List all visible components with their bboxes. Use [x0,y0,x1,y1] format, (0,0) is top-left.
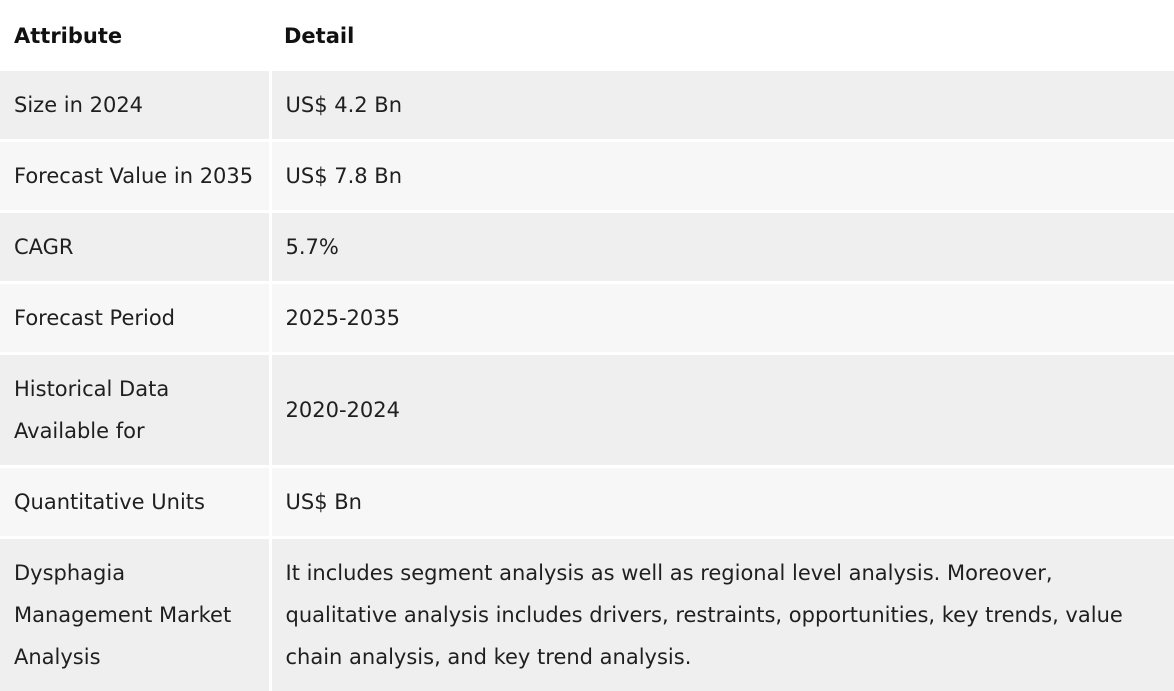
table-row: Quantitative Units US$ Bn [0,467,1174,538]
attribute-cell: Size in 2024 [0,71,270,141]
attribute-cell: Historical Data Available for [0,354,270,467]
attribute-cell: Quantitative Units [0,467,270,538]
attribute-cell: Dysphagia Management Market Analysis [0,538,270,691]
detail-cell: US$ Bn [270,467,1174,538]
table-row: CAGR 5.7% [0,212,1174,283]
table-row: Forecast Value in 2035 US$ 7.8 Bn [0,141,1174,212]
detail-cell: US$ 7.8 Bn [270,141,1174,212]
detail-cell: 5.7% [270,212,1174,283]
header-row: Attribute Detail [0,0,1174,71]
detail-cell: 2025-2035 [270,283,1174,354]
detail-cell: 2020-2024 [270,354,1174,467]
table-row: Forecast Period 2025-2035 [0,283,1174,354]
table-body: Size in 2024 US$ 4.2 Bn Forecast Value i… [0,71,1174,691]
attribute-cell: Forecast Period [0,283,270,354]
header-attribute: Attribute [0,0,270,71]
attribute-cell: CAGR [0,212,270,283]
table-row: Historical Data Available for 2020-2024 [0,354,1174,467]
detail-cell: It includes segment analysis as well as … [270,538,1174,691]
table-row: Size in 2024 US$ 4.2 Bn [0,71,1174,141]
table-header: Attribute Detail [0,0,1174,71]
detail-cell: US$ 4.2 Bn [270,71,1174,141]
table-row: Dysphagia Management Market Analysis It … [0,538,1174,691]
attribute-cell: Forecast Value in 2035 [0,141,270,212]
header-detail: Detail [270,0,1174,71]
